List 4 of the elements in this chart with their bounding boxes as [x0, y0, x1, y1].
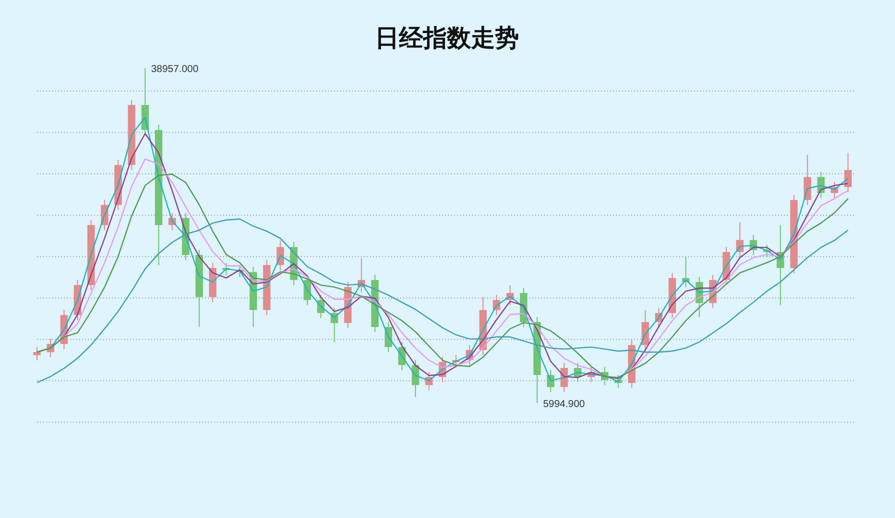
candlestick	[804, 154, 812, 206]
chart-title: 日经指数走势	[375, 25, 519, 52]
annotation: 38957.000	[151, 64, 199, 75]
annotation: 5994.900	[543, 399, 586, 410]
